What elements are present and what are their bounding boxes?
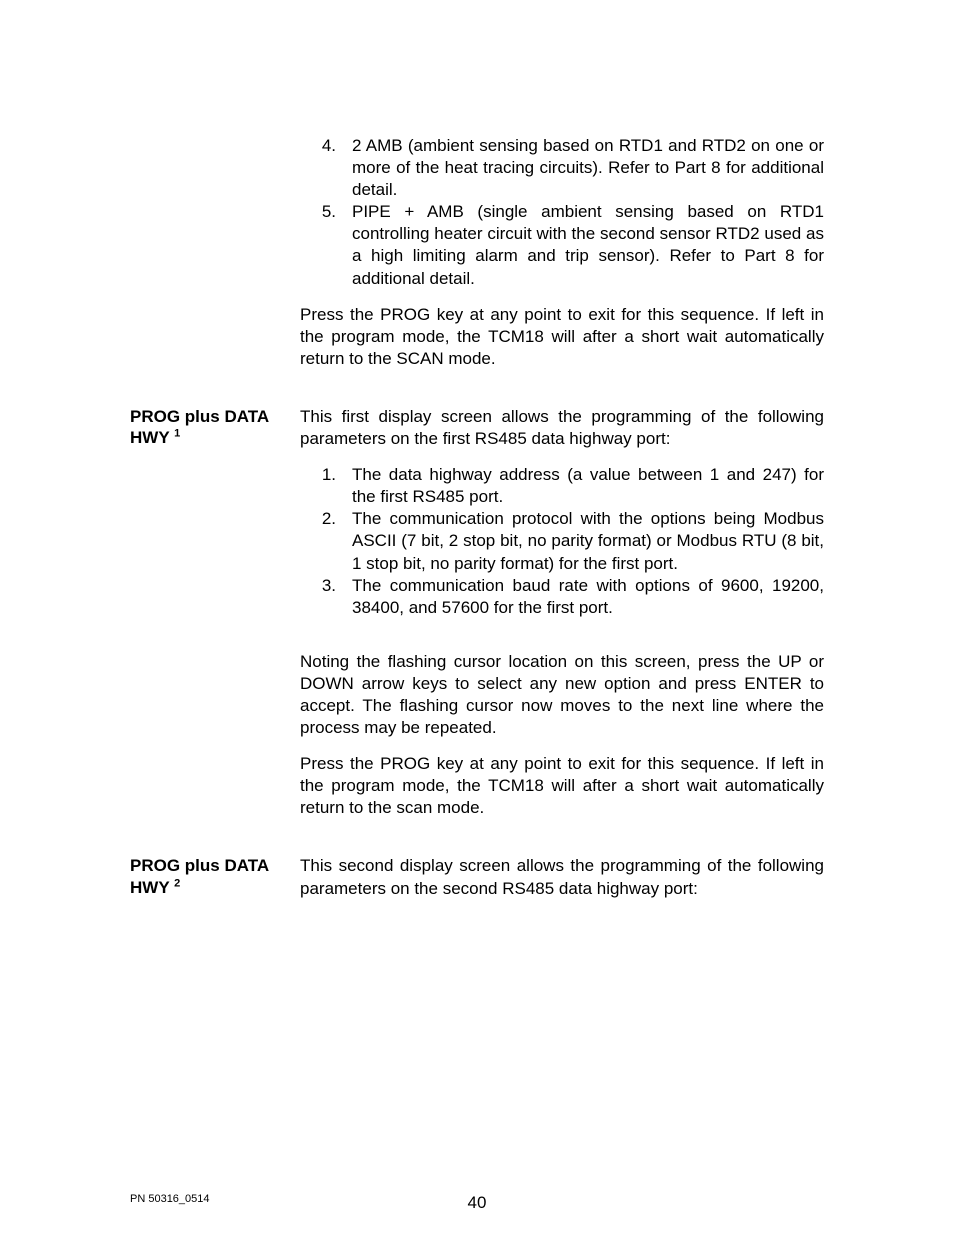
margin-line1: PROG plus DATA: [130, 407, 269, 426]
hwy2-intro: This second display screen allows the pr…: [300, 855, 824, 899]
list-num: 5.: [300, 201, 352, 223]
list-text: The communication baud rate with options…: [352, 575, 824, 619]
list-item: 1. The data highway address (a value bet…: [300, 464, 824, 508]
list-num: 2.: [300, 508, 352, 530]
list-text: PIPE + AMB (single ambient sensing based…: [352, 201, 824, 289]
hwy1-para1: Noting the flashing cursor location on t…: [300, 651, 824, 739]
margin-line1: PROG plus DATA: [130, 856, 269, 875]
hwy1-intro: This first display screen allows the pro…: [300, 406, 824, 450]
list-text: The data highway address (a value betwee…: [352, 464, 824, 508]
list-item: 5. PIPE + AMB (single ambient sensing ba…: [300, 201, 824, 289]
section-hwy2: PROG plus DATA HWY 2 This second display…: [130, 855, 824, 899]
body-top: 4. 2 AMB (ambient sensing based on RTD1 …: [300, 135, 824, 384]
section-hwy1: PROG plus DATA HWY 1 This first display …: [130, 406, 824, 834]
list-num: 1.: [300, 464, 352, 486]
hwy1-list: 1. The data highway address (a value bet…: [300, 464, 824, 619]
list-item: 4. 2 AMB (ambient sensing based on RTD1 …: [300, 135, 824, 201]
margin-line2-prefix: HWY: [130, 878, 174, 897]
page-footer: PN 50316_0514 40: [130, 1193, 824, 1205]
section-top: 4. 2 AMB (ambient sensing based on RTD1 …: [130, 135, 824, 384]
spacer: [300, 633, 824, 651]
hwy1-para2: Press the PROG key at any point to exit …: [300, 753, 824, 819]
spacer: [130, 398, 824, 406]
spacer: [130, 847, 824, 855]
margin-hwy1: PROG plus DATA HWY 1: [130, 406, 300, 449]
list-num: 3.: [300, 575, 352, 597]
top-list: 4. 2 AMB (ambient sensing based on RTD1 …: [300, 135, 824, 290]
list-item: 2. The communication protocol with the o…: [300, 508, 824, 574]
margin-line2-sup: 1: [174, 428, 180, 440]
top-para: Press the PROG key at any point to exit …: [300, 304, 824, 370]
list-text: The communication protocol with the opti…: [352, 508, 824, 574]
body-hwy1: This first display screen allows the pro…: [300, 406, 824, 834]
list-num: 4.: [300, 135, 352, 157]
margin-line2-prefix: HWY: [130, 428, 174, 447]
list-text: 2 AMB (ambient sensing based on RTD1 and…: [352, 135, 824, 201]
footer-page-number: 40: [130, 1193, 824, 1213]
margin-line2-sup: 2: [174, 877, 180, 889]
body-hwy2: This second display screen allows the pr…: [300, 855, 824, 899]
margin-hwy2: PROG plus DATA HWY 2: [130, 855, 300, 898]
page: 4. 2 AMB (ambient sensing based on RTD1 …: [0, 0, 954, 1235]
list-item: 3. The communication baud rate with opti…: [300, 575, 824, 619]
